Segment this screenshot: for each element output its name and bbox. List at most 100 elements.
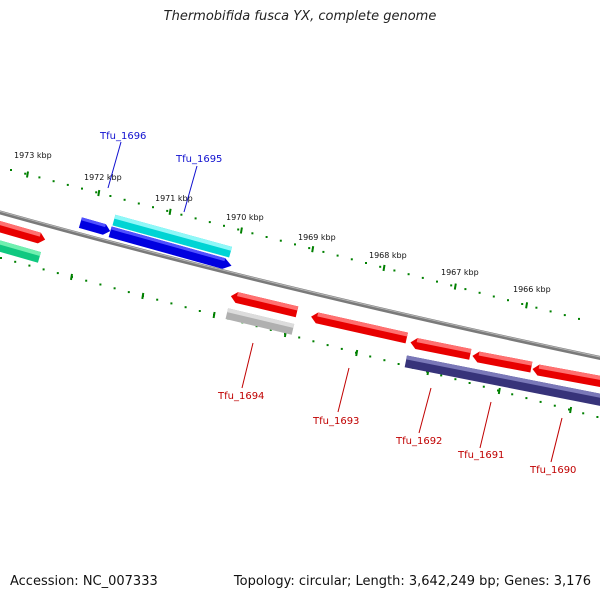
scale-minor-tick: [397, 363, 400, 365]
scale-minor-tick: [563, 314, 566, 317]
gene-left-red-arrow[interactable]: [0, 218, 47, 245]
scale-major-tick: [70, 273, 73, 281]
scale-minor-tick: [525, 397, 528, 400]
scale-minor-tick: [38, 176, 41, 179]
scale-minor-tick: [340, 347, 343, 350]
scale-minor-tick: [298, 336, 301, 339]
scale-minor-tick: [582, 412, 585, 415]
scale-minor-tick: [365, 262, 367, 264]
scale-major-tick: [382, 264, 386, 272]
kbp-label-1971: 1971 kbp: [155, 194, 193, 203]
scale-minor-tick: [369, 355, 372, 358]
gene-label-tfu-1694[interactable]: Tfu_1694: [217, 391, 264, 402]
scale-minor-tick: [194, 217, 197, 220]
scale-minor-tick: [568, 408, 570, 411]
scale-minor-tick: [407, 273, 410, 276]
scale-minor-tick: [95, 191, 98, 194]
gene-tfu-1695-arrow[interactable]: [112, 214, 233, 258]
kbp-label-1969: 1969 kbp: [298, 233, 336, 242]
map-title: Thermobifida fusca YX, complete genome: [163, 9, 437, 24]
scale-minor-tick: [251, 232, 254, 235]
gene-label-tfu-1693[interactable]: Tfu_1693: [312, 416, 359, 427]
leader-line-tfu-1690: [550, 417, 563, 463]
scale-minor-tick: [511, 393, 514, 396]
accession-text: Accession: NC_007333: [10, 574, 158, 589]
gene-left-green-block[interactable]: [0, 238, 41, 263]
gene-tfu-1690-arrow[interactable]: [532, 364, 600, 389]
scale-minor-tick: [440, 374, 443, 377]
scale-minor-tick: [42, 268, 45, 271]
scale-minor-tick: [393, 269, 396, 272]
leader-line-tfu-1695: [183, 165, 198, 213]
scale-minor-tick: [326, 344, 329, 347]
scale-minor-tick: [421, 276, 424, 279]
gene-tfu-1696-arrow[interactable]: [78, 217, 112, 236]
scale-minor-tick: [166, 209, 169, 212]
scale-minor-tick: [468, 382, 471, 384]
scale-major-tick: [97, 189, 101, 197]
scale-minor-tick: [109, 195, 112, 197]
scale-minor-tick: [464, 288, 467, 291]
scale-minor-tick: [450, 284, 453, 287]
scale-minor-tick: [127, 291, 130, 294]
scale-major-tick: [569, 406, 573, 414]
scale-minor-tick: [123, 198, 126, 201]
scale-major-tick: [525, 302, 529, 309]
scale-major-tick: [26, 171, 29, 178]
gene-tfu-1691-arrow[interactable]: [471, 350, 533, 373]
scale-minor-tick: [553, 404, 556, 407]
outer-tick-ring: [10, 169, 580, 320]
scale-minor-tick: [539, 400, 542, 403]
scale-minor-tick: [350, 258, 353, 261]
scale-minor-tick: [170, 302, 173, 305]
leader-line-tfu-1693: [337, 367, 350, 413]
scale-minor-tick: [336, 254, 339, 257]
scale-minor-tick: [28, 264, 31, 267]
gene-label-tfu-1695[interactable]: Tfu_1695: [175, 154, 222, 165]
scale-minor-tick: [497, 389, 499, 392]
gene-label-tfu-1691[interactable]: Tfu_1691: [457, 450, 504, 461]
scale-minor-tick: [14, 260, 17, 263]
scale-minor-tick: [99, 283, 102, 286]
genome-stats-text: Topology: circular; Length: 3,642,249 bp…: [233, 574, 591, 589]
gene-label-tfu-1696[interactable]: Tfu_1696: [99, 131, 146, 142]
scale-major-tick: [212, 311, 216, 319]
scale-minor-tick: [152, 206, 154, 209]
genome-backbone: [0, 210, 600, 360]
leader-line-tfu-1694: [241, 342, 254, 389]
scale-major-tick: [311, 246, 315, 253]
scale-minor-tick: [436, 280, 438, 283]
gene-label-tfu-1690[interactable]: Tfu_1690: [529, 465, 576, 476]
kbp-label-1972: 1972 kbp: [84, 173, 122, 182]
scale-minor-tick: [549, 310, 552, 313]
kbp-label-1966: 1966 kbp: [513, 285, 551, 294]
scale-minor-tick: [312, 340, 315, 343]
scale-minor-tick: [454, 378, 457, 381]
gene-tfu-1693-arrow[interactable]: [310, 311, 408, 344]
scale-minor-tick: [535, 306, 538, 309]
scale-minor-tick: [322, 250, 325, 253]
scale-minor-tick: [81, 187, 83, 190]
gene-navy-block[interactable]: [404, 355, 600, 407]
scale-minor-tick: [113, 287, 116, 290]
gene-tfu-1694-arrow[interactable]: [230, 291, 299, 318]
scale-minor-tick: [596, 416, 599, 418]
scale-minor-tick: [482, 385, 485, 388]
scale-major-tick: [355, 349, 359, 357]
scale-minor-tick: [265, 236, 268, 238]
gene-tfu-1695b-arrow[interactable]: [108, 226, 233, 271]
gene-tfu-1694-pseudo-block[interactable]: [225, 308, 295, 335]
scale-major-tick: [168, 208, 172, 215]
scale-minor-tick: [269, 328, 272, 331]
gene-tfu-1692-arrow[interactable]: [409, 337, 472, 360]
scale-minor-tick: [0, 257, 2, 259]
scale-minor-tick: [184, 306, 187, 309]
scale-minor-tick: [308, 247, 311, 250]
scale-minor-tick: [85, 279, 88, 282]
scale-minor-tick: [223, 224, 225, 227]
gene-label-tfu-1692[interactable]: Tfu_1692: [395, 436, 442, 447]
inner-tick-ring: [0, 257, 599, 418]
scale-minor-tick: [578, 317, 580, 320]
scale-minor-tick: [10, 169, 12, 171]
